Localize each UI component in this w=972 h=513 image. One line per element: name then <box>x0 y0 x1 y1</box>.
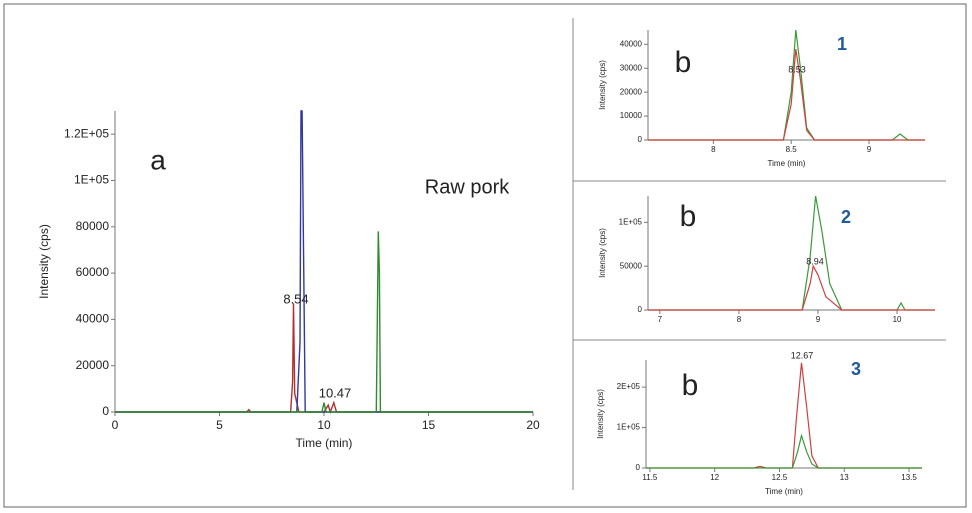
y-tick-label: 1E+05 <box>619 217 643 226</box>
x-axis-label: Time (min) <box>768 159 806 168</box>
y-axis-label: Intensity (cps) <box>598 228 607 278</box>
x-tick-label: 13.5 <box>901 473 917 482</box>
peak-label: 8.54 <box>283 291 308 306</box>
y-axis-label: Intensity (cps) <box>596 389 605 439</box>
x-tick-label: 13 <box>840 473 849 482</box>
series-line <box>646 433 922 469</box>
y-tick-label: 20000 <box>76 358 110 372</box>
chart-title: Raw pork <box>425 176 510 198</box>
y-tick-label: 30000 <box>620 63 643 72</box>
y-tick-label: 0 <box>638 305 643 314</box>
x-tick-label: 12.5 <box>772 473 788 482</box>
series-line <box>648 49 925 141</box>
y-tick-label: 1E+05 <box>74 173 109 187</box>
series-line <box>115 110 533 413</box>
y-axis-label: Intensity (cps) <box>598 60 607 110</box>
x-tick-label: 8.5 <box>786 145 798 154</box>
panel-label: b <box>682 369 699 402</box>
x-tick-label: 8 <box>737 315 742 324</box>
panel-label: b <box>675 46 692 79</box>
series-line <box>115 231 533 413</box>
series-line <box>648 264 935 311</box>
series-line <box>648 195 935 311</box>
x-axis-label: Time (min) <box>765 487 803 496</box>
peak-label: 8.53 <box>788 64 806 74</box>
peak-label: 12.67 <box>791 350 814 360</box>
y-tick-label: 40000 <box>76 312 110 326</box>
y-tick-label: 60000 <box>76 265 110 279</box>
x-tick-label: 11.5 <box>642 473 658 482</box>
x-tick-label: 20 <box>526 418 540 432</box>
y-tick-label: 2E+05 <box>617 382 641 391</box>
panel-label: b <box>680 200 697 233</box>
panel-number: 2 <box>841 207 851 227</box>
x-tick-label: 10 <box>893 315 902 324</box>
x-tick-label: 10 <box>317 418 331 432</box>
x-tick-label: 5 <box>216 418 223 432</box>
y-tick-label: 0 <box>636 463 641 472</box>
y-tick-label: 0 <box>638 135 643 144</box>
peak-label: 10.47 <box>319 385 352 400</box>
x-axis-label: Time (min) <box>296 436 353 450</box>
panel-number: 1 <box>837 34 847 54</box>
panel-number: 3 <box>851 359 861 379</box>
x-tick-label: 15 <box>422 418 436 432</box>
series-line <box>646 362 922 469</box>
peak-label: 8.94 <box>806 256 824 266</box>
frame <box>3 3 967 508</box>
x-tick-label: 7 <box>658 315 663 324</box>
y-tick-label: 80000 <box>76 219 110 233</box>
y-tick-label: 40000 <box>620 39 643 48</box>
y-tick-label: 20000 <box>620 87 643 96</box>
y-axis-label: Intensity (cps) <box>37 224 51 299</box>
y-tick-label: 0 <box>102 404 109 418</box>
x-tick-label: 9 <box>867 145 872 154</box>
x-tick-label: 0 <box>112 418 119 432</box>
y-tick-label: 50000 <box>620 261 643 270</box>
y-tick-label: 1.2E+05 <box>64 126 109 140</box>
x-tick-label: 8 <box>711 145 716 154</box>
panel-label: a <box>150 144 166 175</box>
x-tick-label: 12 <box>710 473 719 482</box>
x-tick-label: 9 <box>816 315 821 324</box>
y-tick-label: 1E+05 <box>617 423 641 432</box>
y-tick-label: 10000 <box>620 111 643 120</box>
